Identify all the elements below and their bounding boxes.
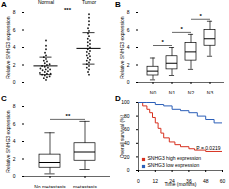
svg-text:0: 0	[137, 178, 140, 184]
svg-text:12: 12	[153, 178, 159, 184]
html-text:A: A	[1, 0, 7, 9]
svg-text:8: 8	[127, 9, 130, 15]
svg-text:Relative SNHG3 expression: Relative SNHG3 expression	[119, 16, 125, 78]
svg-text:8: 8	[13, 103, 16, 109]
svg-text:0: 0	[127, 167, 130, 173]
svg-text:Time (months): Time (months)	[164, 181, 196, 187]
svg-text:6: 6	[127, 27, 130, 33]
svg-text:0: 0	[13, 173, 16, 179]
svg-text:P = 0.0219: P = 0.0219	[196, 145, 220, 151]
svg-text:20: 20	[123, 153, 130, 160]
svg-text:8: 8	[13, 9, 16, 15]
svg-text:60: 60	[123, 126, 130, 133]
svg-text:6: 6	[13, 27, 16, 33]
svg-text:40: 40	[123, 139, 130, 146]
svg-text:0: 0	[13, 79, 16, 85]
svg-text:60: 60	[220, 178, 226, 184]
svg-text:Normal: Normal	[38, 0, 54, 5]
svg-text:0: 0	[127, 79, 130, 85]
svg-text:Relative SNHG3 expression: Relative SNHG3 expression	[5, 110, 11, 172]
svg-text:***: ***	[64, 7, 72, 13]
svg-text:*: *	[162, 39, 165, 45]
svg-text:metastasis: metastasis	[73, 184, 97, 188]
html-text:C: C	[1, 94, 7, 103]
svg-text:6: 6	[13, 121, 16, 127]
svg-text:100: 100	[121, 99, 130, 105]
svg-text:*: *	[200, 13, 203, 19]
svg-text:SNHG3 low expression: SNHG3 low expression	[148, 162, 200, 168]
svg-text:No metastasis: No metastasis	[34, 184, 66, 188]
svg-text:**: **	[66, 113, 71, 119]
svg-text:Tumor: Tumor	[82, 0, 97, 5]
svg-text:2: 2	[13, 156, 16, 162]
svg-text:Relative SNHG3 expression: Relative SNHG3 expression	[5, 16, 11, 78]
svg-text:4: 4	[13, 44, 16, 50]
html-text:D: D	[115, 94, 121, 103]
html-text:B: B	[115, 0, 121, 9]
svg-text:2: 2	[13, 62, 16, 68]
svg-text:Overall survival (%): Overall survival (%)	[119, 114, 125, 158]
svg-text:80: 80	[123, 112, 130, 119]
svg-text:*: *	[181, 26, 184, 32]
svg-text:48: 48	[203, 178, 209, 184]
svg-text:4: 4	[127, 44, 130, 50]
svg-text:4: 4	[13, 138, 16, 144]
svg-text:SNHG3 high expression: SNHG3 high expression	[148, 155, 202, 161]
svg-text:2: 2	[127, 62, 130, 68]
